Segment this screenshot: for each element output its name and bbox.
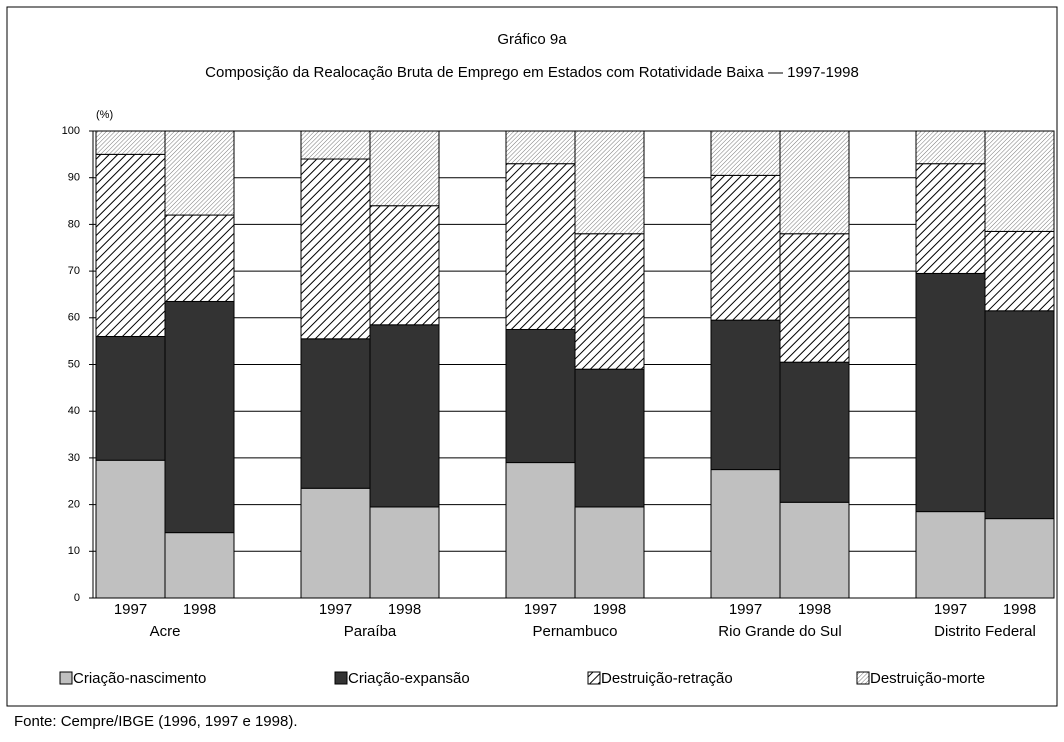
y-tick-label: 50	[68, 358, 80, 370]
bar-segment	[710, 469, 781, 599]
bar-segment	[915, 130, 986, 165]
bar-segment	[710, 319, 781, 471]
x-tick-label: 1997	[114, 601, 147, 618]
legend-label: Criação-nascimento	[73, 670, 206, 687]
bar-segment	[164, 300, 235, 534]
bar-segment	[984, 310, 1055, 520]
bar-segment	[300, 338, 371, 489]
x-tick-label: 1998	[593, 601, 626, 618]
group-label: Paraíba	[344, 623, 397, 640]
group-label: Rio Grande do Sul	[718, 623, 841, 640]
bar-segment	[164, 130, 235, 216]
bar-segment	[95, 130, 166, 155]
bar-segment	[300, 487, 371, 599]
bar-segment	[505, 462, 576, 599]
bar-segment	[574, 233, 645, 370]
group-label: Distrito Federal	[934, 623, 1036, 640]
bar-segment	[984, 130, 1055, 232]
y-tick-label: 10	[68, 545, 80, 557]
chart-subtitle: Composição da Realocação Bruta de Empreg…	[205, 64, 859, 81]
legend-swatch	[334, 671, 348, 685]
group-label: Pernambuco	[532, 623, 617, 640]
bar-segment	[95, 335, 166, 461]
y-tick-label: 90	[68, 172, 80, 184]
bar-segment	[984, 230, 1055, 312]
bar-segment	[369, 205, 440, 326]
y-tick-label: 60	[68, 312, 80, 324]
bar-segment	[574, 506, 645, 599]
x-tick-label: 1998	[798, 601, 831, 618]
bar-segment	[915, 163, 986, 274]
legend-swatch	[587, 671, 601, 685]
bar-segment	[369, 130, 440, 207]
legend-swatch	[856, 671, 870, 685]
y-tick-label: 80	[68, 218, 80, 230]
legend-label: Criação-expansão	[348, 670, 470, 687]
bar-segment	[369, 506, 440, 599]
bar-segment	[505, 328, 576, 464]
y-tick-label: 20	[68, 499, 80, 511]
y-axis-label: (%)	[96, 109, 113, 121]
bar-segment	[505, 163, 576, 330]
bar-segment	[300, 130, 371, 160]
x-tick-label: 1997	[524, 601, 557, 618]
y-tick-label: 0	[74, 592, 80, 604]
y-tick-label: 40	[68, 405, 80, 417]
group-label: Acre	[150, 623, 181, 640]
chart-border	[6, 6, 1058, 707]
bar-segment	[779, 130, 850, 235]
x-tick-label: 1997	[934, 601, 967, 618]
source-note: Fonte: Cempre/IBGE (1996, 1997 e 1998).	[14, 713, 298, 730]
bar-segment	[505, 130, 576, 165]
legend-label: Destruição-morte	[870, 670, 985, 687]
y-tick-label: 30	[68, 452, 80, 464]
bar-segment	[779, 501, 850, 599]
bar-segment	[300, 158, 371, 340]
x-tick-label: 1998	[388, 601, 421, 618]
bar-segment	[95, 459, 166, 599]
bar-segment	[710, 174, 781, 321]
bar-segment	[164, 214, 235, 302]
chart-title: Gráfico 9a	[497, 31, 567, 48]
x-tick-label: 1997	[729, 601, 762, 618]
x-tick-label: 1998	[183, 601, 216, 618]
bar-segment	[369, 324, 440, 508]
legend-label: Destruição-retração	[601, 670, 733, 687]
bar-segment	[164, 532, 235, 599]
bar-segment	[915, 511, 986, 599]
bar-segment	[779, 233, 850, 363]
bar-segment	[984, 518, 1055, 599]
x-tick-label: 1998	[1003, 601, 1036, 618]
bar-segment	[574, 130, 645, 235]
bar-segment	[710, 130, 781, 176]
y-tick-label: 70	[68, 265, 80, 277]
bar-segment	[574, 368, 645, 508]
legend-swatch	[59, 671, 73, 685]
bar-segment	[95, 153, 166, 337]
bar-segment	[915, 272, 986, 513]
x-tick-label: 1997	[319, 601, 352, 618]
y-tick-label: 100	[62, 125, 80, 137]
bar-segment	[779, 361, 850, 503]
